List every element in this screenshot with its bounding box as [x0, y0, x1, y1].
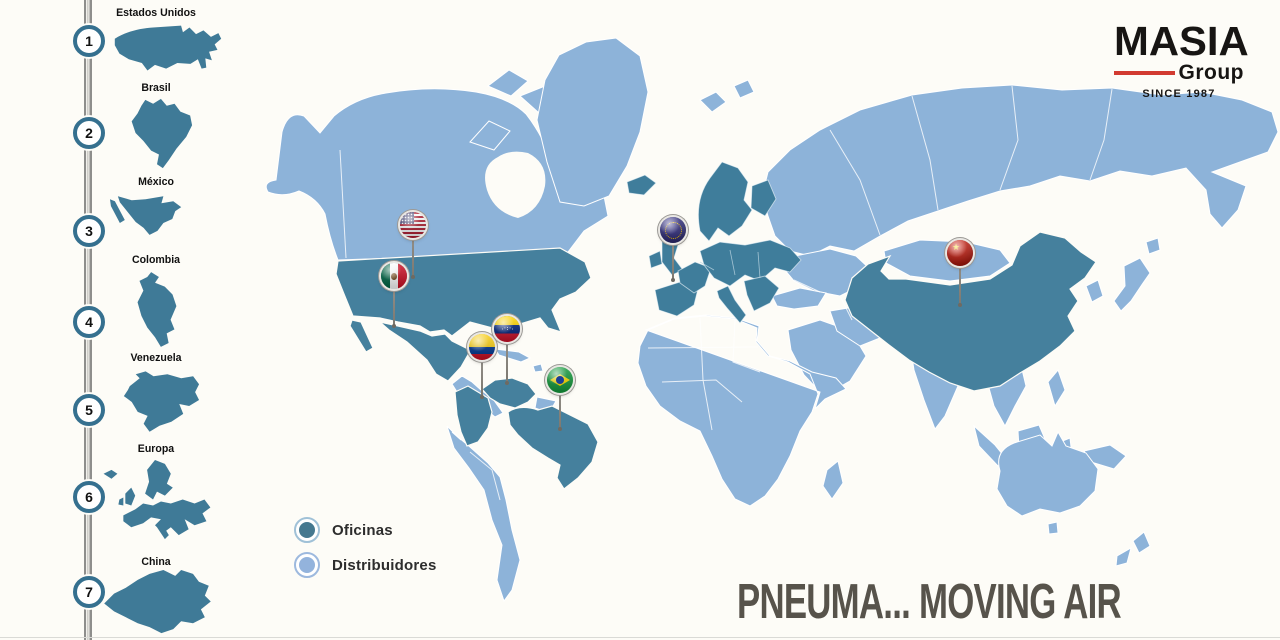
colombia-flag-icon — [469, 334, 495, 360]
masia-group-logo: MASIA Group SINCE 1987 — [1114, 18, 1249, 100]
number-label: 3 — [85, 223, 93, 239]
region-arabia — [787, 319, 867, 397]
sidebar-number-1: 1 — [73, 25, 105, 57]
sidebar-number-5: 5 — [73, 394, 105, 426]
number-label: 5 — [85, 402, 93, 418]
hudson-bay — [485, 151, 546, 218]
region-greenland — [536, 37, 649, 207]
legend-offices: Oficinas — [294, 517, 393, 543]
region-italy — [716, 285, 747, 324]
silhouette-brasil — [131, 98, 193, 169]
tagline: PNEUMA... MOVING AIR — [737, 573, 1122, 629]
region-france — [677, 261, 712, 294]
sidebar-label-china: China — [141, 556, 171, 568]
region-china — [844, 231, 1097, 392]
pin-stick — [505, 329, 509, 385]
pin-stick — [671, 230, 675, 282]
pin-stick — [411, 225, 415, 279]
region-caribbean — [493, 348, 544, 373]
office-regions — [335, 161, 1097, 490]
number-label: 4 — [85, 314, 93, 330]
mexico-flag-icon — [381, 263, 407, 289]
legend-distributors: Distribuidores — [294, 552, 436, 578]
region-japan — [1113, 237, 1161, 312]
region-usa — [335, 247, 592, 337]
sidebar-label-colombia: Colombia — [131, 254, 181, 266]
number-label: 1 — [85, 33, 93, 49]
region-venezuela — [481, 377, 537, 409]
sidebar-label-venezuela: Venezuela — [130, 352, 182, 364]
region-iceland — [626, 174, 657, 196]
region-new-zealand — [1115, 531, 1151, 567]
number-label: 2 — [85, 125, 93, 141]
brand-word: Group — [1178, 61, 1244, 84]
sidebar-label-mexico: México — [138, 176, 174, 188]
sidebar-number-4: 4 — [73, 306, 105, 338]
region-brazil — [507, 405, 599, 490]
region-korea — [1085, 279, 1104, 303]
region-russia — [761, 84, 1279, 257]
brazil-flag-icon — [547, 367, 573, 393]
region-central-europe — [699, 239, 802, 287]
legend-distributors-label: Distribuidores — [332, 556, 437, 574]
brand-name: MASIA — [1114, 18, 1249, 64]
sidebar-number-6: 6 — [73, 481, 105, 513]
pin-stick — [958, 253, 962, 307]
pin-stick — [480, 347, 484, 399]
silhouette-usa — [114, 25, 222, 71]
bottom-divider — [0, 637, 1280, 638]
distributors-dot-icon — [294, 552, 320, 578]
china-flag-icon — [947, 240, 973, 266]
region-colombia — [454, 385, 493, 447]
usa-flag-icon — [400, 212, 426, 238]
offices-dot-icon — [294, 517, 320, 543]
sidebar-label-estados-unidos: Estados Unidos — [116, 7, 196, 19]
region-south-america-south — [446, 425, 521, 603]
number-label: 7 — [85, 584, 93, 600]
region-scandinavia — [697, 161, 777, 242]
brand-since: SINCE 1987 — [1142, 88, 1216, 100]
legend-offices-label: Oficinas — [332, 521, 393, 539]
silhouette-venezuela — [123, 371, 200, 432]
silhouette-mexico — [109, 196, 182, 235]
sidebar-label-europa: Europa — [137, 443, 175, 455]
region-madagascar — [822, 460, 844, 500]
silhouette-china — [104, 569, 211, 634]
sidebar-number-7: 7 — [73, 576, 105, 608]
distributor-regions — [265, 37, 1279, 603]
region-philippines — [1047, 369, 1066, 408]
region-balkans — [743, 275, 780, 312]
region-tasmania — [1047, 521, 1059, 535]
europe-inner-borders — [699, 249, 761, 279]
pin-stick — [558, 380, 562, 431]
pin-stick — [392, 276, 396, 328]
silhouette-europa — [103, 459, 211, 540]
region-turkey — [771, 287, 827, 310]
region-africa — [637, 314, 847, 507]
region-canada-alaska — [265, 88, 609, 261]
venezuela-flag-icon — [494, 316, 520, 342]
region-mongolia — [883, 239, 1011, 282]
sidebar-number-3: 3 — [73, 215, 105, 247]
sidebar-label-brasil: Brasil — [141, 82, 171, 94]
number-label: 6 — [85, 489, 93, 505]
sidebar-number-2: 2 — [73, 117, 105, 149]
region-svalbard — [699, 79, 755, 113]
region-australia — [996, 430, 1099, 517]
silhouette-colombia — [137, 272, 177, 347]
logo-red-line — [1114, 70, 1175, 76]
eu-flag-icon — [660, 217, 686, 243]
